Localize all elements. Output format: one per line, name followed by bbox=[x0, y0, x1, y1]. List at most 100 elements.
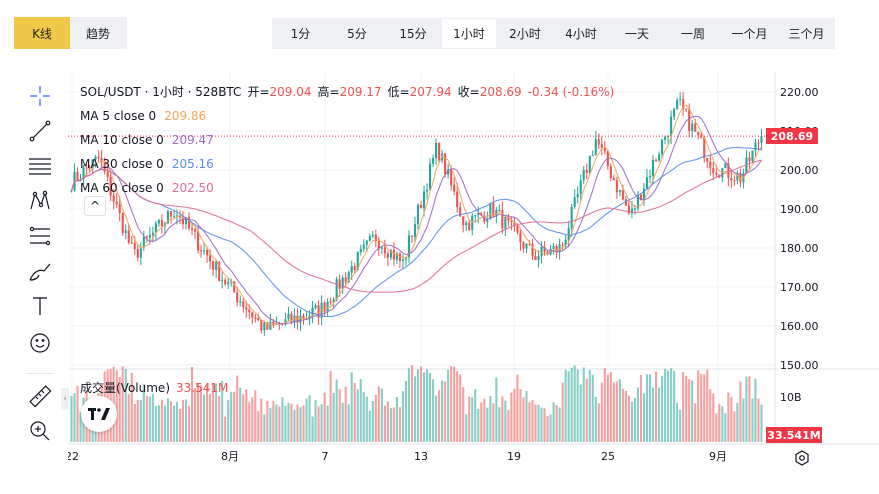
interval-1w[interactable]: 一周 bbox=[680, 27, 705, 41]
time-tick-label: 13 bbox=[414, 450, 428, 463]
price-tick-label: 150.00 bbox=[780, 359, 819, 372]
volume-bar bbox=[700, 373, 703, 442]
candle-body bbox=[591, 155, 594, 157]
candle-body bbox=[308, 315, 311, 319]
text-icon bbox=[33, 297, 47, 315]
candle-body bbox=[136, 249, 139, 258]
interval-1mo[interactable]: 一个月 bbox=[731, 27, 768, 41]
candle-body bbox=[401, 259, 404, 262]
candle-body bbox=[377, 240, 380, 249]
ohlc-row: SOL/USDT · 1小时 · 528BTC 开= 209.04 高= 209.1… bbox=[80, 80, 614, 104]
volume-bar bbox=[519, 389, 522, 442]
volume-bar bbox=[193, 388, 197, 442]
volume-bar bbox=[597, 403, 600, 442]
time-tick-label: 22 bbox=[68, 450, 79, 463]
candle-body bbox=[245, 307, 248, 310]
volume-bar bbox=[456, 371, 459, 442]
interval-5m[interactable]: 5分 bbox=[347, 27, 367, 41]
interval-2h[interactable]: 2小时 bbox=[509, 27, 541, 41]
candle-body bbox=[673, 108, 676, 117]
interval-4h[interactable]: 4小时 bbox=[565, 27, 597, 41]
volume-bar bbox=[251, 397, 254, 442]
candle-body bbox=[302, 315, 305, 319]
volume-bar bbox=[567, 371, 570, 442]
candle-body bbox=[118, 204, 121, 214]
volume-bar bbox=[389, 408, 392, 442]
legend-collapse-button[interactable]: ^ bbox=[84, 196, 106, 216]
candle-body bbox=[564, 239, 567, 246]
volume-bar bbox=[435, 395, 438, 442]
volume-bar bbox=[624, 390, 627, 442]
time-tick-label: 19 bbox=[507, 450, 521, 463]
volume-bar bbox=[667, 370, 670, 442]
price-tick-label: 190.00 bbox=[780, 203, 819, 216]
volume-bar bbox=[151, 393, 154, 442]
chart-settings-button[interactable] bbox=[792, 448, 812, 468]
volume-bar bbox=[673, 370, 676, 442]
zoom-tool[interactable] bbox=[22, 416, 58, 446]
candle-body bbox=[314, 305, 317, 308]
candle-body bbox=[579, 180, 582, 195]
candle-body bbox=[534, 256, 537, 260]
volume-bar bbox=[266, 401, 269, 442]
brush-tool[interactable] bbox=[22, 256, 58, 286]
candle-body bbox=[736, 173, 739, 181]
candle-body bbox=[552, 246, 555, 249]
pattern-tool[interactable] bbox=[22, 186, 58, 216]
volume-bar bbox=[480, 402, 483, 442]
volume-bar bbox=[181, 399, 185, 442]
volume-bar bbox=[525, 390, 528, 442]
ma60-value: 202.50 bbox=[171, 181, 214, 195]
volume-bar bbox=[582, 367, 585, 442]
chart-area[interactable]: 220.00210.00200.00190.00180.00170.00160.… bbox=[68, 72, 879, 472]
interval-1m[interactable]: 1分 bbox=[290, 27, 311, 41]
trend-line-tool[interactable] bbox=[22, 116, 58, 146]
candle-body bbox=[395, 253, 398, 260]
candle-body bbox=[486, 218, 489, 222]
candle-body bbox=[519, 232, 522, 243]
fib-tool[interactable] bbox=[22, 221, 58, 251]
tab-kline[interactable]: K线 bbox=[14, 17, 70, 49]
price-tick-label: 170.00 bbox=[780, 281, 819, 294]
candle-body bbox=[576, 194, 579, 198]
volume-bar bbox=[543, 408, 546, 442]
emoji-tool[interactable] bbox=[22, 328, 58, 358]
text-tool[interactable] bbox=[22, 291, 58, 321]
candle-body bbox=[459, 207, 462, 217]
volume-bar bbox=[564, 369, 567, 442]
interval-15m[interactable]: 15分 bbox=[399, 27, 427, 41]
pattern-icon bbox=[30, 190, 50, 210]
volume-bar bbox=[633, 397, 637, 442]
volume-bar bbox=[308, 395, 311, 442]
candle-body bbox=[371, 234, 374, 237]
candle-body bbox=[190, 228, 194, 230]
last-volume-tag: 33.541M bbox=[766, 427, 822, 443]
horizontal-lines-tool[interactable] bbox=[22, 151, 58, 181]
crosshair-tool[interactable] bbox=[22, 81, 58, 111]
interval-3mo[interactable]: 三个月 bbox=[788, 27, 825, 41]
close-label: 收= bbox=[457, 85, 480, 99]
interval-1d[interactable]: 一天 bbox=[624, 27, 649, 41]
candle-body bbox=[507, 216, 510, 221]
volume-bar bbox=[444, 381, 447, 442]
volume-bar bbox=[124, 368, 127, 442]
collapse-toolbar-button[interactable]: ‹ bbox=[61, 388, 69, 410]
candle-body bbox=[329, 301, 332, 303]
volume-bar bbox=[115, 370, 118, 442]
price-chart[interactable]: 220.00210.00200.00190.00180.00170.00160.… bbox=[68, 72, 879, 472]
price-tick-label: 200.00 bbox=[780, 164, 819, 177]
candle-body bbox=[278, 323, 281, 325]
volume-bar bbox=[311, 416, 314, 442]
volume-bar bbox=[209, 393, 212, 442]
volume-bar bbox=[739, 381, 742, 442]
crosshair-icon bbox=[30, 86, 50, 106]
tradingview-logo[interactable] bbox=[81, 396, 117, 432]
interval-1h[interactable]: 1小时 bbox=[441, 18, 497, 49]
volume-bar bbox=[326, 405, 329, 442]
candle-body bbox=[739, 173, 742, 183]
tab-trend[interactable]: 趋势 bbox=[85, 26, 110, 41]
candle-body bbox=[715, 173, 718, 175]
volume-bar bbox=[573, 365, 576, 442]
ma30-label: MA 30 close 0 bbox=[80, 157, 164, 171]
ruler-tool[interactable] bbox=[22, 381, 58, 411]
